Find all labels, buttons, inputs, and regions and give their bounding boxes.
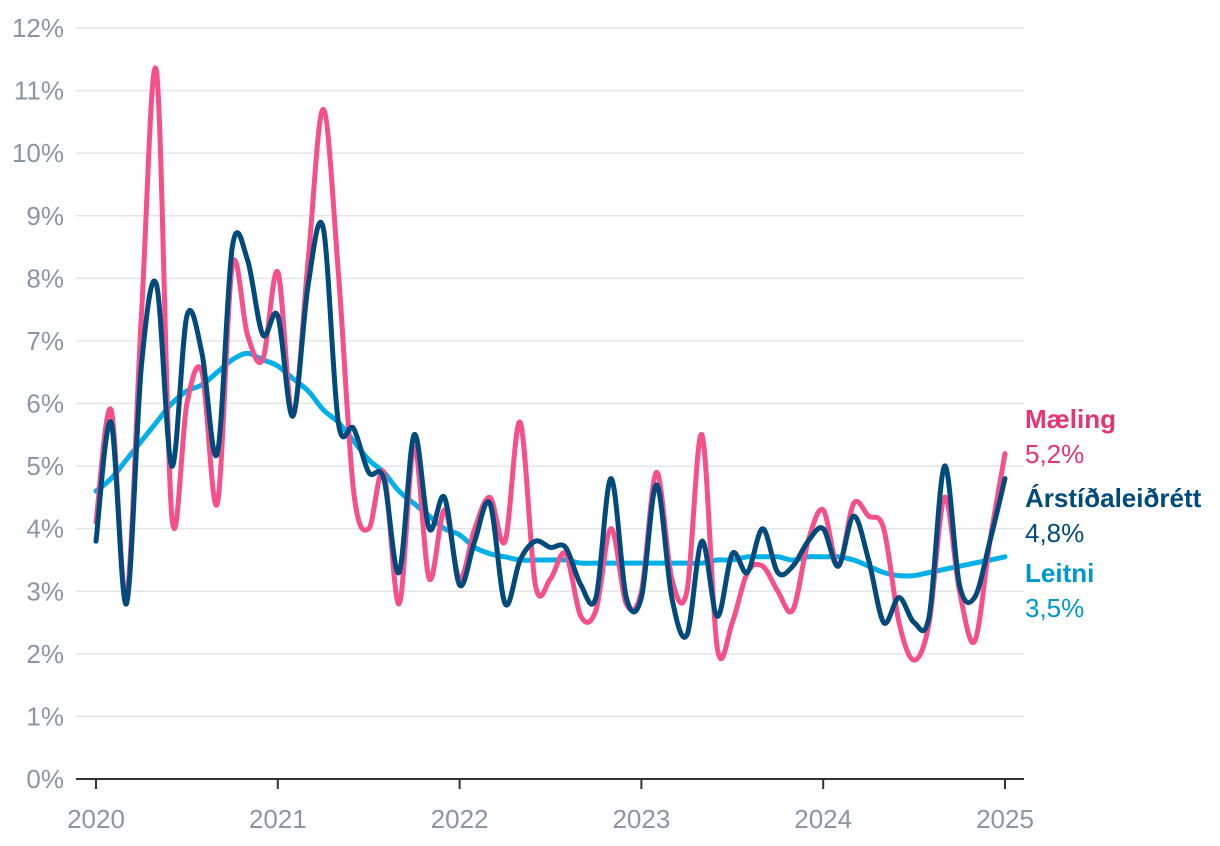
x-axis: 2020 2021 2022 2023 2024 2025: [67, 778, 1034, 834]
end-labels: Mæling 5,2% Árstíðaleiðrétt 4,8% Leitni 3,5%: [1025, 404, 1202, 623]
series-line-maeling: [93, 65, 1008, 663]
y-tick-label: 11%: [14, 76, 64, 106]
y-tick-label: 12%: [12, 13, 64, 43]
y-tick-label: 8%: [26, 263, 64, 293]
y-tick-label: 3%: [26, 576, 64, 606]
x-tick-label: 2023: [612, 804, 670, 834]
y-tick-label: 0%: [26, 764, 64, 794]
grid-lines: [76, 27, 1024, 718]
x-tick-label: 2022: [431, 804, 489, 834]
series-end-value-label: 3,5%: [1025, 593, 1084, 623]
x-tick-label: 2025: [976, 804, 1034, 834]
y-tick-label: 1%: [26, 701, 64, 731]
y-tick-label: 7%: [26, 326, 64, 356]
series-name-label: Leitni: [1025, 558, 1094, 588]
series-end-value-label: 4,8%: [1025, 518, 1084, 548]
x-tick-label: 2024: [794, 804, 852, 834]
y-tick-label: 2%: [26, 639, 64, 669]
y-tick-label: 6%: [26, 389, 64, 419]
series-end-value-label: 5,2%: [1025, 439, 1084, 469]
series-line-arstidaleidrett: [93, 219, 1008, 640]
series-name-label: Árstíðaleiðrétt: [1025, 483, 1202, 513]
series-line-leitni: [93, 350, 1008, 579]
y-tick-label: 9%: [26, 201, 64, 231]
series-name-label: Mæling: [1025, 404, 1116, 434]
y-tick-label: 5%: [26, 451, 64, 481]
x-tick-label: 2020: [67, 804, 125, 834]
y-tick-label: 10%: [12, 138, 64, 168]
y-tick-label: 4%: [26, 514, 64, 544]
y-axis: 0% 1% 2% 3% 4% 5% 6% 7% 8% 9% 10% 11% 12%: [12, 13, 64, 794]
x-tick-label: 2021: [249, 804, 307, 834]
series-lines: [93, 65, 1008, 663]
